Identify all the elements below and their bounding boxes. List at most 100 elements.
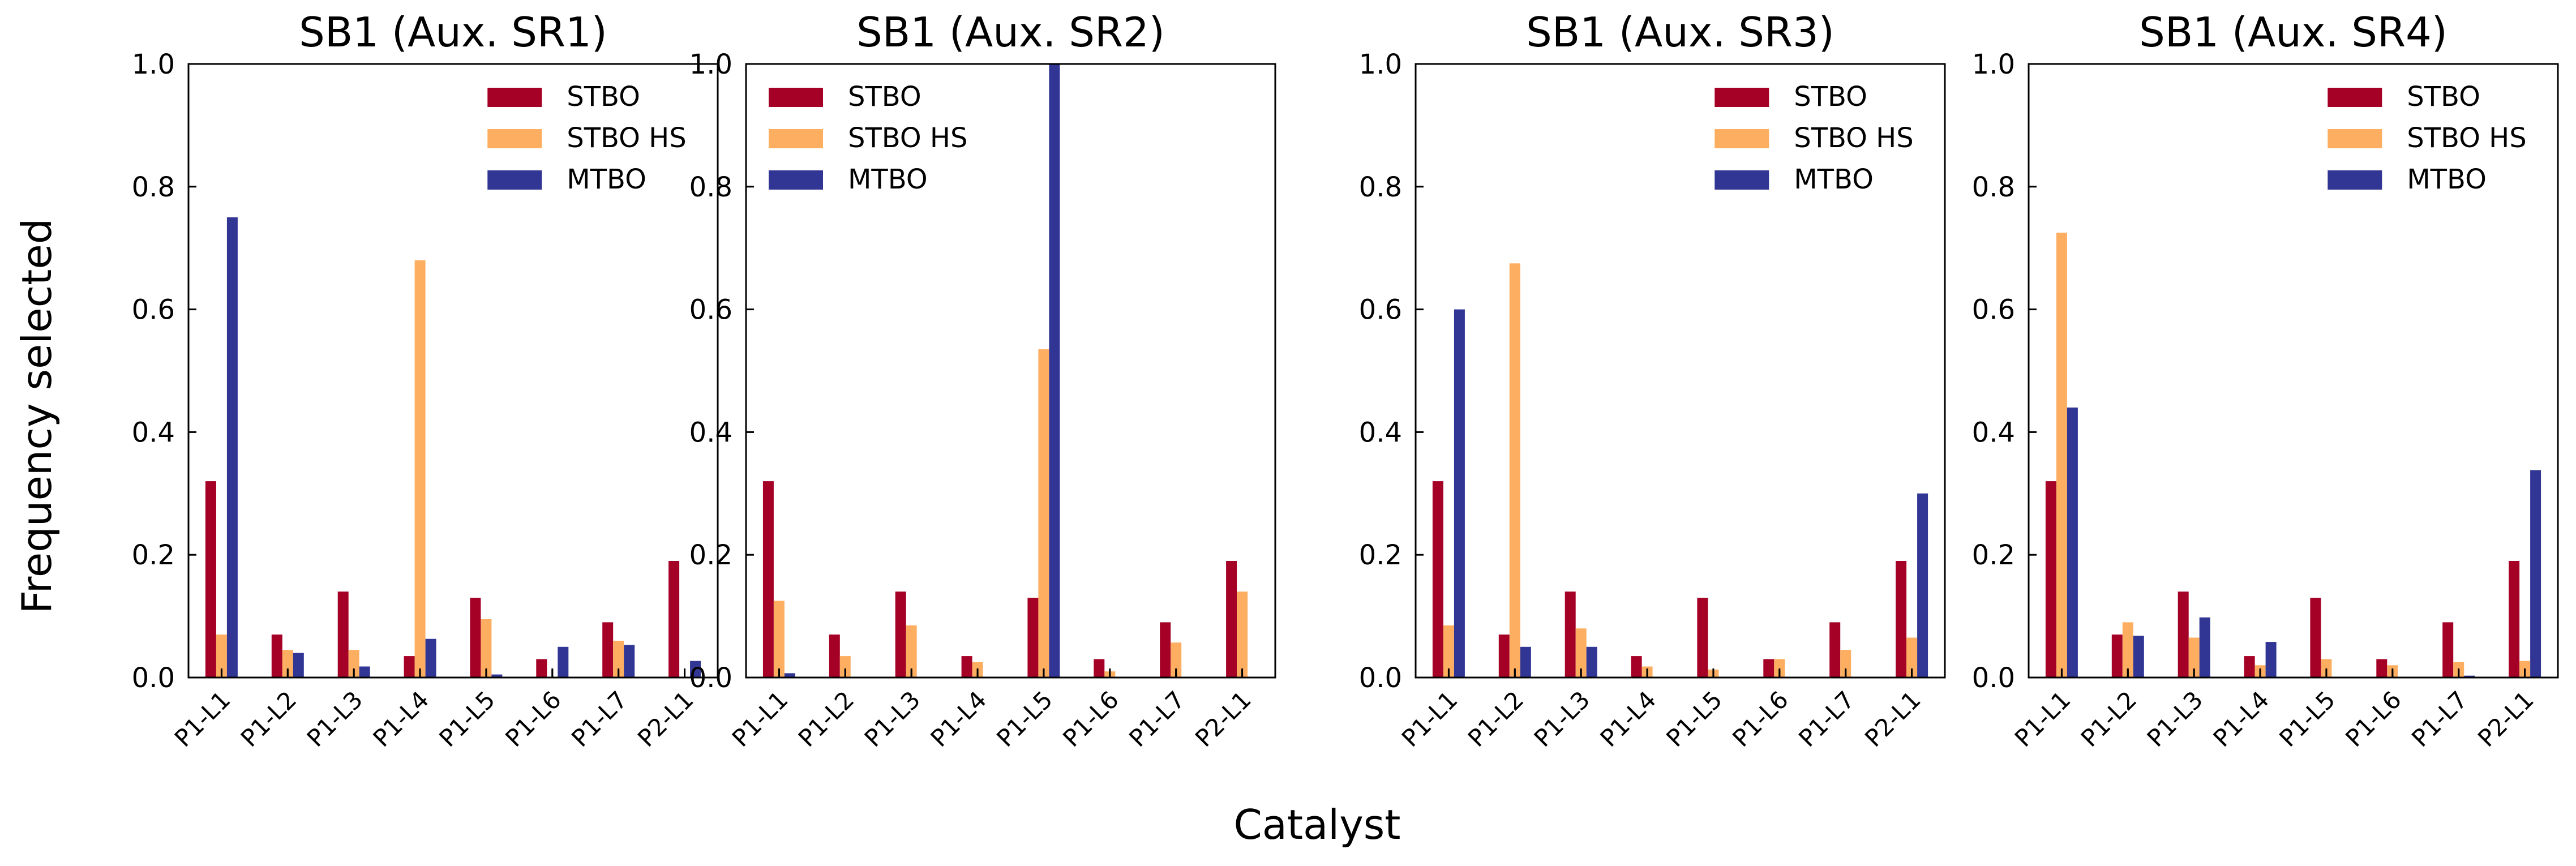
- y-tick-label: 0.8: [1359, 172, 1402, 203]
- bar-mtbo-p1-l1: [226, 217, 238, 678]
- x-tick-label: P1-L3: [859, 685, 926, 752]
- legend-label: MTBO: [1794, 164, 1874, 195]
- bar-mtbo-p1-l4: [425, 638, 436, 678]
- bar-mtbo-p1-l1: [1454, 309, 1465, 678]
- x-tick-label: P1-L5: [2274, 685, 2341, 752]
- legend-swatch: [1715, 88, 1769, 107]
- bar-stbo-p1-l4: [1631, 656, 1642, 678]
- bar-stbo-p1-l6: [1094, 659, 1105, 678]
- bar-stbo-hs-p1-l7: [1840, 650, 1851, 678]
- bar-mtbo-p1-l3: [359, 666, 370, 678]
- legend-swatch: [487, 88, 542, 107]
- legend-swatch: [769, 170, 823, 190]
- bar-stbo-p2-l1: [1226, 561, 1237, 678]
- figure-xlabel: Catalyst: [1233, 801, 1400, 848]
- bar-stbo-p1-l2: [1498, 635, 1510, 678]
- x-tick-label: P1-L5: [1661, 685, 1728, 752]
- x-tick-label: P1-L7: [566, 685, 633, 752]
- x-tick-label: P1-L6: [1727, 685, 1794, 752]
- bar-stbo-p1-l2: [271, 635, 282, 678]
- y-tick-label: 0.6: [1359, 294, 1402, 326]
- y-tick-label: 1.0: [1359, 49, 1402, 80]
- bar-stbo-p2-l1: [1896, 561, 1907, 678]
- bar-mtbo-p1-l3: [2199, 617, 2210, 678]
- legend-label: MTBO: [2407, 164, 2487, 195]
- x-tick-label: P1-L2: [1463, 685, 1529, 752]
- bar-stbo-p2-l1: [2509, 561, 2520, 678]
- legend-label: STBO HS: [567, 122, 686, 154]
- chart-panel-3: SB1 (Aux. SR3)0.00.20.40.60.81.0P1-L1 P1-…: [1359, 8, 1946, 752]
- bar-mtbo-p1-l2: [1520, 646, 1531, 678]
- bar-stbo-p1-l3: [337, 591, 349, 678]
- y-tick-label: 0.8: [689, 172, 732, 203]
- x-tick-label: P2-L1: [1859, 685, 1926, 752]
- bar-stbo-hs-p1-l5: [1038, 349, 1049, 678]
- plot-frame: [187, 63, 719, 679]
- bar-stbo-hs-p1-l6: [1774, 659, 1785, 678]
- bar-mtbo-p1-l2: [293, 653, 304, 678]
- x-tick-label: P1-L5: [991, 685, 1058, 752]
- bar-stbo-p1-l5: [1697, 598, 1708, 678]
- plot-frame: [2028, 63, 2559, 679]
- x-tick-label: P2-L1: [1190, 685, 1257, 752]
- x-tick-label: P1-L4: [925, 685, 992, 752]
- y-tick-label: 0.6: [689, 294, 732, 326]
- legend-swatch: [1715, 129, 1769, 148]
- y-tick-label: 0.8: [132, 172, 175, 203]
- y-tick-label: 1.0: [132, 49, 175, 80]
- x-tick-label: P1-L3: [302, 685, 368, 752]
- x-tick-label: P1-L2: [235, 685, 302, 752]
- bar-mtbo-p2-l1: [1917, 493, 1928, 678]
- legend-swatch: [487, 170, 542, 190]
- bar-stbo-hs-p2-l1: [1906, 637, 1918, 678]
- bar-mtbo-p1-l2: [2133, 636, 2144, 678]
- bar-mtbo-p1-l5: [491, 674, 503, 678]
- legend-label: MTBO: [567, 164, 646, 195]
- bar-stbo-hs-p1-l1: [216, 635, 227, 678]
- x-tick-label: P1-L1: [1396, 685, 1463, 752]
- x-tick-label: P1-L1: [169, 685, 236, 752]
- x-tick-label: P1-L5: [434, 685, 500, 752]
- legend-label: STBO HS: [848, 122, 967, 154]
- bar-stbo-p1-l4: [404, 656, 415, 678]
- x-tick-label: P1-L3: [1529, 685, 1596, 752]
- bar-stbo-hs-p1-l3: [348, 650, 359, 678]
- x-tick-label: P1-L7: [1124, 685, 1190, 752]
- bar-mtbo-p2-l1: [2530, 470, 2541, 678]
- legend-swatch: [769, 129, 823, 148]
- y-tick-label: 0.0: [689, 662, 732, 694]
- x-tick-label: P1-L6: [500, 685, 567, 752]
- bar-stbo-hs-p1-l1: [1443, 625, 1454, 678]
- bar-stbo-hs-p1-l2: [2122, 622, 2133, 678]
- bar-stbo-p1-l1: [1432, 481, 1443, 678]
- bar-mtbo-p1-l6: [558, 646, 569, 678]
- legend-label: STBO HS: [2407, 122, 2526, 154]
- bar-stbo-hs-p1-l7: [613, 641, 624, 678]
- y-tick-label: 0.2: [132, 539, 175, 571]
- bar-stbo-p1-l5: [1027, 598, 1039, 678]
- bar-stbo-hs-p1-l1: [773, 601, 785, 678]
- bar-mtbo-p1-l5: [1049, 64, 1060, 678]
- chart-panel-2: SB1 (Aux. SR2)0.00.20.40.60.81.0P1-L1 P1-…: [689, 8, 1276, 752]
- bar-mtbo-p1-l3: [1586, 646, 1597, 678]
- y-tick-label: 1.0: [1972, 49, 2015, 80]
- legend-swatch: [487, 129, 542, 148]
- y-tick-label: 0.0: [1972, 662, 2015, 694]
- plot-frame: [1415, 63, 1946, 679]
- bar-stbo-hs-p1-l3: [1575, 628, 1587, 678]
- bar-stbo-hs-p1-l1: [2056, 233, 2067, 678]
- legend-label: MTBO: [848, 164, 928, 195]
- bar-mtbo-p1-l7: [2464, 675, 2475, 678]
- x-tick-label: P1-L7: [1793, 685, 1860, 752]
- y-tick-label: 0.2: [1972, 539, 2015, 571]
- bar-stbo-p1-l5: [470, 598, 481, 678]
- bar-stbo-p1-l6: [2376, 659, 2388, 678]
- y-tick-label: 0.4: [1972, 417, 2015, 448]
- x-tick-label: P2-L1: [632, 685, 699, 752]
- x-tick-label: P1-L4: [2208, 685, 2275, 752]
- bar-mtbo-p1-l4: [2265, 642, 2277, 678]
- legend-swatch: [2328, 170, 2382, 190]
- bar-stbo-p1-l6: [1763, 659, 1775, 678]
- y-tick-label: 0.0: [1359, 662, 1402, 694]
- bar-stbo-p1-l3: [2178, 591, 2189, 678]
